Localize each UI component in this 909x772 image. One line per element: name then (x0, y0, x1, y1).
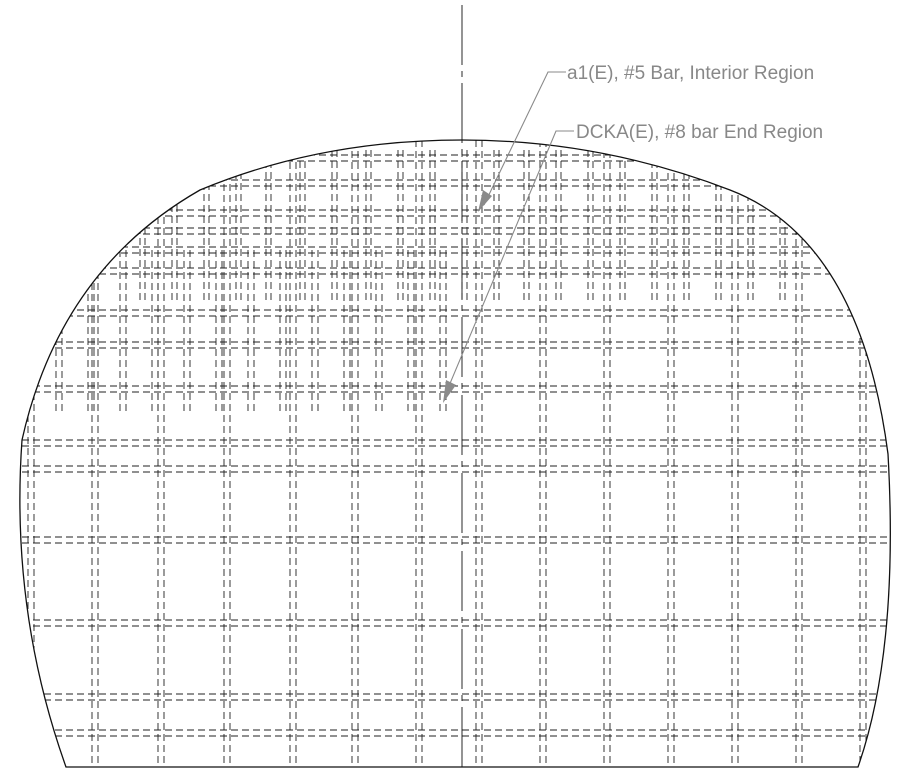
callout-a1-leader (478, 71, 566, 212)
rebar-grid (19, 140, 891, 767)
callout-dcka-label: DCKA(E), #8 bar End Region (576, 122, 823, 143)
callout-dcka-leader (443, 130, 574, 403)
callout-a1-label: a1(E), #5 Bar, Interior Region (567, 63, 814, 84)
